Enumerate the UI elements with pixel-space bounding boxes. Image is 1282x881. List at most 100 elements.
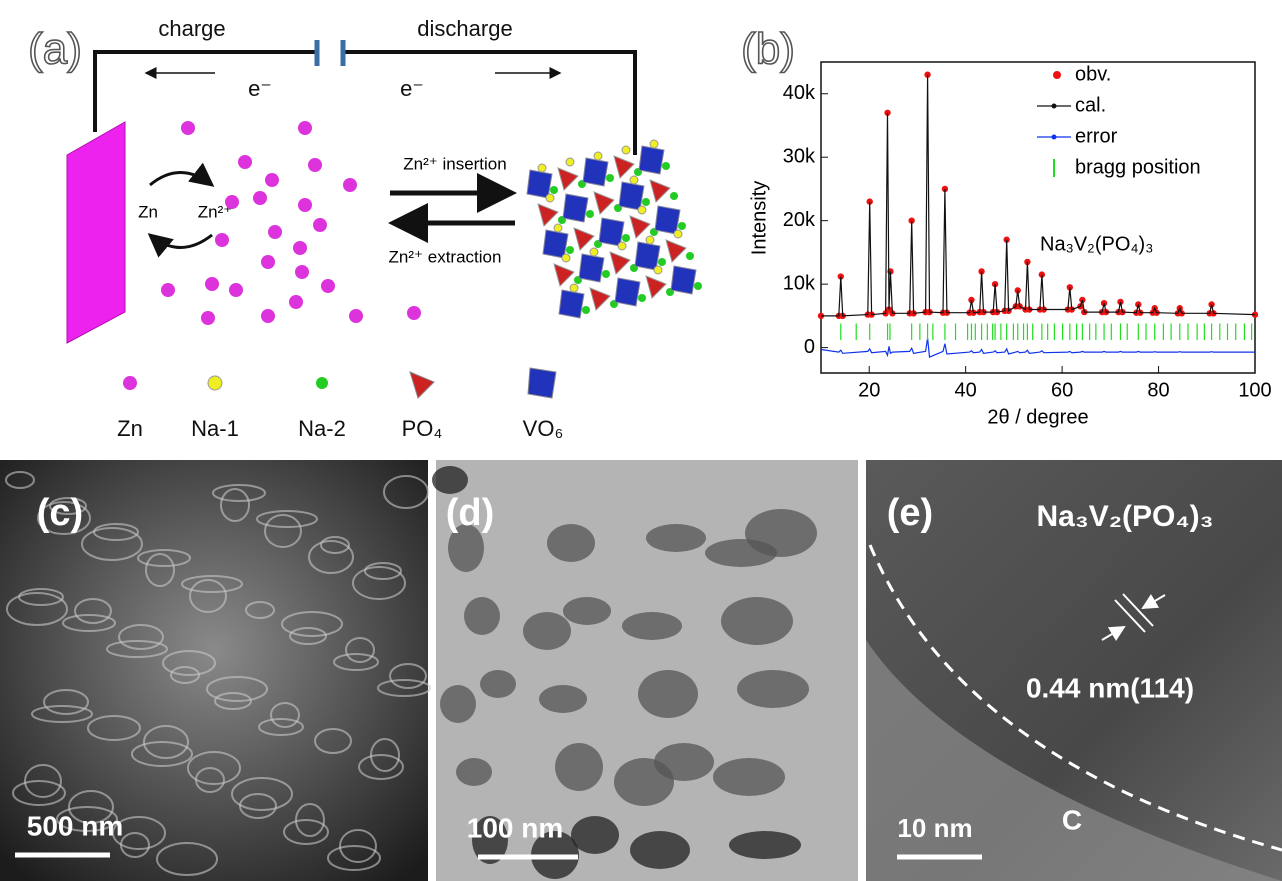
panel-label: (a)	[28, 25, 82, 74]
scale-bar-label: 10 nm	[897, 813, 972, 843]
po4	[610, 252, 630, 274]
na2	[602, 270, 610, 278]
zn-ion	[289, 295, 303, 309]
insertion-label: Zn²⁺ insertion	[403, 154, 506, 173]
legend-label: Zn	[117, 416, 143, 441]
charge-label: charge	[158, 16, 225, 41]
legend-label: PO₄	[402, 416, 443, 441]
na1	[638, 206, 646, 214]
vo6	[583, 158, 608, 186]
discharge-label: discharge	[417, 16, 512, 41]
na1	[538, 164, 546, 172]
particle	[737, 670, 809, 708]
particle	[729, 831, 801, 859]
particle	[539, 685, 587, 713]
na1	[570, 284, 578, 292]
panel-e: (e) Na₃V₂(PO₄)₃ 0.44 nm(114) 10 nm C	[866, 460, 1282, 881]
zn-ion	[201, 311, 215, 325]
legend-label: cal.	[1075, 94, 1106, 116]
vo6	[615, 278, 640, 306]
crystal-structure	[527, 140, 702, 318]
zn-ion	[261, 309, 275, 323]
x-tick-label: 40	[955, 379, 977, 401]
na1	[566, 158, 574, 166]
zn-ion	[293, 241, 307, 255]
po4	[558, 168, 578, 190]
panel-label: (b)	[741, 25, 795, 74]
scale-bar-label: 500 nm	[27, 810, 124, 841]
zn-ion	[268, 225, 282, 239]
y-tick-label: 0	[804, 336, 815, 358]
po4	[646, 276, 666, 298]
particle	[646, 524, 706, 552]
legend-label: error	[1075, 125, 1118, 147]
vo6	[655, 206, 680, 234]
particle	[745, 509, 817, 557]
vo6	[671, 266, 696, 294]
zn-ion	[181, 121, 195, 135]
zn-ion	[349, 309, 363, 323]
na1	[630, 176, 638, 184]
vo6	[527, 170, 552, 198]
legend-marker	[1053, 71, 1061, 79]
particle	[555, 743, 603, 791]
legend-label: Na-2	[298, 416, 346, 441]
particle	[713, 758, 785, 796]
zn-ion	[407, 306, 421, 320]
panel-b: (b) Intensity 2θ / degree Na₃V₂(PO₄)₃ 01…	[741, 25, 1272, 429]
legend-label: bragg position	[1075, 156, 1201, 178]
zn-ion	[298, 121, 312, 135]
x-tick-label: 80	[1147, 379, 1169, 401]
region-label: C	[1062, 804, 1082, 835]
particle	[654, 743, 714, 781]
vo6	[599, 218, 624, 246]
na1	[554, 224, 562, 232]
annotation: Na₃V₂(PO₄)₃	[1040, 233, 1153, 255]
vo6	[579, 254, 604, 282]
na2	[606, 174, 614, 182]
legend-label: VO₆	[523, 416, 564, 441]
zn-ion	[343, 178, 357, 192]
particle	[456, 758, 492, 786]
po4	[666, 240, 686, 262]
legend-na2	[316, 377, 328, 389]
panel-label: (e)	[887, 492, 933, 534]
page: {"panel_a": {"label": "(a)", "charge": "…	[0, 0, 1282, 881]
vo6	[559, 290, 584, 318]
po4	[594, 192, 614, 214]
na2	[642, 198, 650, 206]
error-line	[821, 338, 1255, 357]
na1	[654, 266, 662, 274]
extraction-label: Zn²⁺ extraction	[389, 247, 502, 266]
y-tick-label: 10k	[783, 272, 816, 294]
circuit	[95, 52, 635, 155]
particle	[622, 612, 682, 640]
spacing-label: 0.44 nm(114)	[1026, 672, 1194, 703]
particle	[440, 685, 476, 723]
legend-marker	[1052, 104, 1057, 109]
na2	[694, 282, 702, 290]
po4	[574, 228, 594, 250]
legend-marker	[1052, 135, 1057, 140]
y-tick-label: 40k	[783, 82, 816, 104]
particle	[721, 597, 793, 645]
x-axis-label: 2θ / degree	[987, 406, 1088, 428]
figure: (a) charge discharge e⁻ e⁻ Zn Zn²⁺ Zn²⁺ …	[0, 0, 1282, 881]
zn-ion	[321, 279, 335, 293]
po4	[538, 204, 558, 226]
y-tick-label: 30k	[783, 145, 816, 167]
zn-ion	[225, 195, 239, 209]
legend-po4	[410, 372, 434, 398]
legend-vo6	[528, 368, 556, 398]
na2	[566, 246, 574, 254]
formula: Na₃V₂(PO₄)₃	[1036, 500, 1213, 533]
zn-electrode	[67, 122, 125, 343]
zn-ion	[161, 283, 175, 297]
particle	[523, 612, 571, 650]
na1	[546, 194, 554, 202]
panel-a: (a) charge discharge e⁻ e⁻ Zn Zn²⁺ Zn²⁺ …	[28, 16, 702, 441]
po4	[650, 180, 670, 202]
y-tick-label: 20k	[783, 209, 816, 231]
particle	[480, 670, 516, 698]
panel-c: (c) 500 nm	[0, 460, 430, 881]
